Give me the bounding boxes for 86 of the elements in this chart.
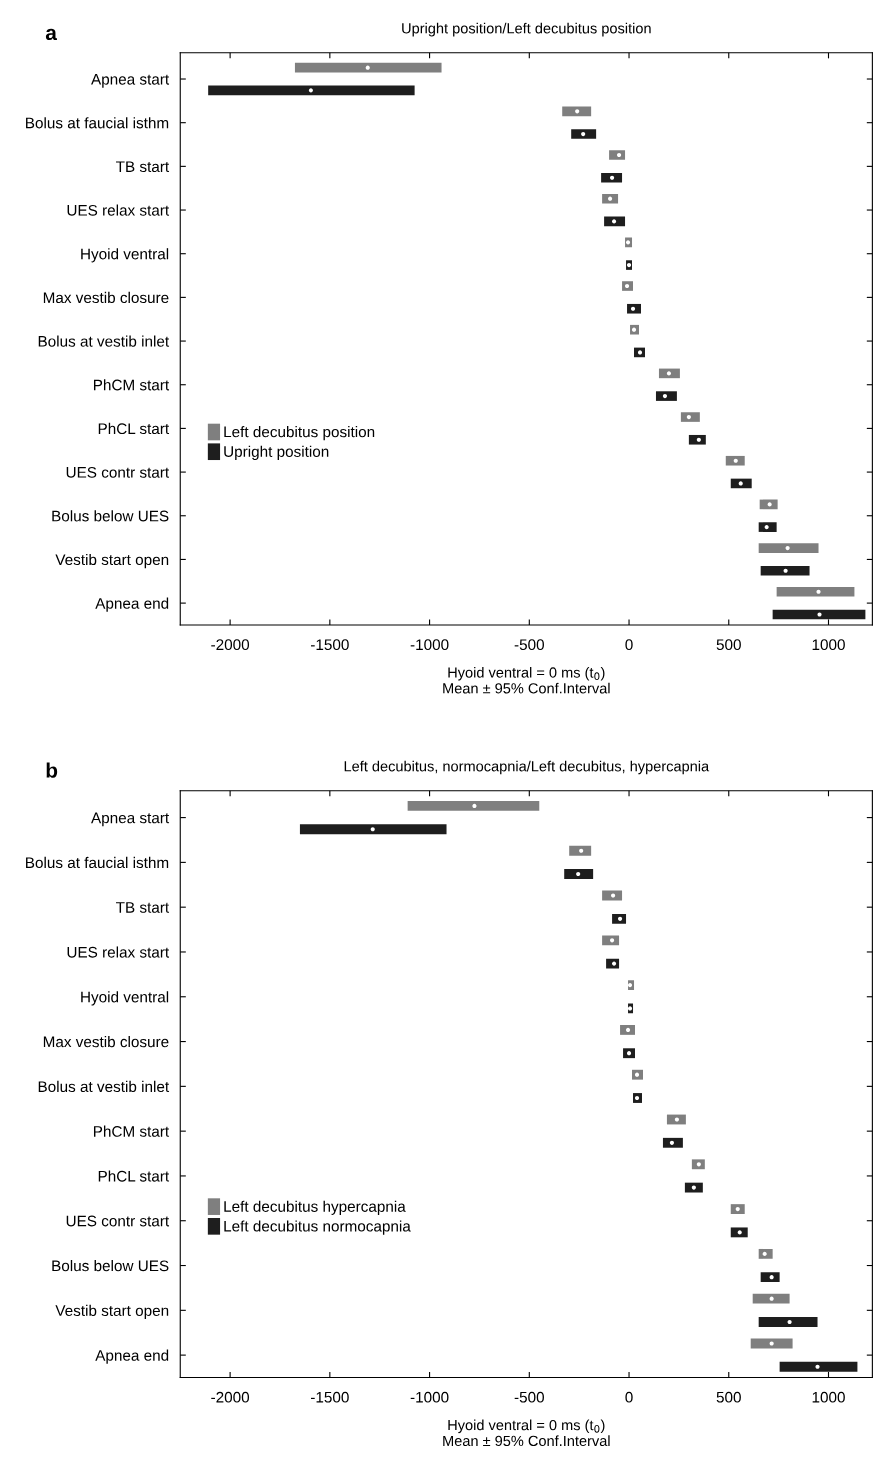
y-tick-label: Max vestib closure (43, 291, 169, 304)
y-tick-label: Apnea end (95, 1349, 169, 1364)
bar (759, 499, 778, 510)
bar (772, 609, 866, 620)
bar (604, 216, 626, 227)
text: b (46, 762, 58, 778)
bar (758, 1317, 818, 1327)
y-tick-label: Hyoid ventral (81, 248, 169, 263)
bar (730, 1204, 745, 1215)
y-tick-label: Hyoid ventral (81, 991, 169, 1006)
x-tick-label: 0 (625, 1391, 633, 1403)
bar (658, 368, 680, 379)
y-tick-label: Bolus at faucial isthm (26, 856, 169, 869)
x-tick-label: -2000 (211, 639, 250, 651)
bar (294, 62, 442, 73)
bar (758, 543, 819, 553)
bar (684, 1182, 703, 1193)
bar (730, 1227, 748, 1238)
bar (620, 1024, 636, 1035)
bar (662, 1137, 683, 1148)
bar (758, 522, 777, 532)
chart-title: Left decubitus, normocapnia/Left decubitus, hypercapnia (344, 760, 710, 775)
bar (779, 1361, 858, 1372)
y-tick-label: TB start (116, 902, 170, 913)
bar (562, 106, 592, 117)
bar (602, 935, 620, 946)
y-tick-label: UES contr start (66, 1215, 170, 1227)
x-tick-label: 1000 (812, 1391, 845, 1403)
x-tick-label: -1500 (310, 1391, 349, 1403)
bar (760, 1272, 780, 1283)
bar (688, 434, 706, 445)
x-tick-label: 500 (716, 1391, 741, 1403)
bar (609, 150, 626, 160)
y-tick-label: Vestib start open (55, 553, 169, 569)
x-tick-label: -2000 (211, 1391, 250, 1403)
y-tick-label: Bolus at vestib inlet (38, 1080, 170, 1093)
bar (564, 869, 594, 879)
x-axis-title: Hyoid ventral = 0 ms (t$_{0}$) Mean ± 95% Conf.Interval (443, 666, 610, 694)
x-tick-label: 500 (716, 639, 741, 651)
y-tick-label: Max vestib closure (43, 1036, 169, 1048)
y-tick-label: PhCL start (98, 422, 170, 435)
bar (407, 801, 540, 811)
y-tick-label: PhCM start (93, 379, 170, 391)
bar (730, 478, 752, 489)
y-tick-label: Bolus below UES (52, 510, 169, 522)
bar (752, 1293, 790, 1304)
y-tick-label: PhCL start (98, 1170, 170, 1182)
x-axis-title: Hyoid ventral = 0 ms (t$_{0}$) Mean ± 95% Conf.Interval (443, 1419, 610, 1447)
bar (776, 586, 855, 597)
y-tick-label: TB start (116, 161, 170, 173)
y-tick-label: Vestib start open (55, 1304, 169, 1320)
x-tick-label: -500 (514, 639, 544, 651)
bar (299, 824, 447, 835)
bar (627, 303, 641, 314)
legend-label: Left decubitus hypercapnia (224, 1200, 406, 1215)
y-tick-label: PhCM start (93, 1125, 170, 1137)
bar (750, 1338, 793, 1349)
y-tick-label: Apnea start (91, 74, 170, 88)
bar (691, 1159, 705, 1170)
y-tick-label: Bolus below UES (52, 1259, 169, 1272)
bar (725, 455, 745, 466)
y-tick-label: Apnea start (91, 812, 170, 827)
bar (680, 412, 700, 422)
y-tick-label: Bolus at faucial isthm (26, 117, 169, 129)
x-tick-label: -1500 (310, 639, 349, 651)
bar (760, 565, 810, 576)
bar (655, 391, 677, 401)
text: a (45, 28, 57, 41)
legend-label: Upright position (224, 445, 329, 460)
x-tick-label: 0 (625, 639, 633, 651)
legend-label: Left decubitus position (224, 426, 375, 441)
y-tick-label: UES contr start (66, 466, 170, 478)
legend-label: Left decubitus normocapnia (224, 1220, 411, 1235)
y-tick-label: UES relax start (67, 946, 170, 958)
chart-title: Upright position/Left decubitus position (402, 22, 651, 37)
x-tick-label: 1000 (812, 639, 845, 651)
y-tick-label: Apnea end (95, 597, 169, 612)
x-tick-label: -1000 (410, 639, 449, 651)
x-tick-label: -1000 (410, 1391, 449, 1403)
bar (208, 85, 415, 96)
bar (571, 129, 597, 139)
bar (601, 172, 623, 183)
y-tick-label: UES relax start (67, 204, 170, 216)
x-tick-label: -500 (514, 1391, 544, 1403)
bar (569, 845, 592, 856)
y-tick-label: Bolus at vestib inlet (38, 335, 170, 347)
